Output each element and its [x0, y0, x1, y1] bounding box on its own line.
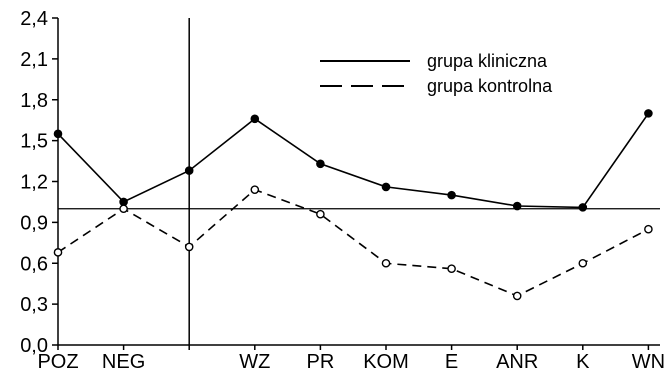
data-point-series-2 [53, 248, 63, 257]
data-point-series-1 [316, 159, 325, 169]
data-point-series-2 [184, 242, 194, 252]
y-tick-label: 0,6 [20, 253, 48, 275]
y-tick-label: 2,4 [20, 8, 48, 30]
x-tick-label: KOM [363, 351, 409, 371]
data-point-series-2 [316, 209, 325, 219]
data-point-series-2 [644, 224, 653, 234]
legend-label-series-1: grupa kliniczna [427, 51, 548, 71]
data-point-series-2 [381, 258, 391, 268]
x-tick-label: PR [307, 351, 335, 371]
series-line-1 [57, 112, 650, 209]
y-tick-label: 1,5 [20, 131, 48, 153]
data-point-series-2 [578, 258, 588, 268]
x-tick-label: ANR [496, 351, 538, 371]
data-point-series-1 [578, 203, 588, 212]
x-tick-label: K [576, 351, 590, 371]
data-point-series-1 [53, 129, 63, 139]
data-point-series-1 [447, 190, 456, 200]
data-point-series-1 [381, 182, 391, 192]
x-tick-label: NEG [102, 351, 145, 371]
chart-axes: 0,0 0,3 0,6 0,9 1,2 1,5 1,8 2,1 2,4 POZ NEG WZ PR KOM… [20, 8, 665, 371]
x-tick-label: WZ [239, 351, 270, 371]
y-tick-label: 1,8 [20, 90, 48, 112]
data-point-series-1 [184, 166, 194, 175]
data-point-series-2 [512, 291, 522, 301]
legend-label-series-2: grupa kontrolna [427, 76, 553, 96]
y-tick-label: 0,9 [20, 212, 48, 234]
data-point-series-2 [250, 185, 260, 194]
data-point-series-1 [644, 109, 653, 118]
y-tick-label: 2,1 [20, 49, 48, 71]
y-tick-label: 0,3 [20, 294, 48, 316]
y-tick-label: 1,2 [20, 172, 48, 194]
reference-lines [58, 18, 660, 345]
data-point-series-1 [512, 201, 522, 211]
x-tick-label: E [445, 351, 458, 371]
chart-legend: grupa kliniczna grupa kontrolna [320, 51, 553, 96]
data-point-series-2 [119, 204, 128, 214]
series-line-2 [57, 188, 649, 297]
data-point-series-2 [447, 264, 456, 274]
x-tick-label: WN [632, 351, 665, 371]
x-tick-label: POZ [37, 351, 78, 371]
chart-series [53, 109, 653, 301]
data-point-series-1 [250, 114, 260, 124]
y-tick-label: 0,0 [20, 335, 48, 357]
